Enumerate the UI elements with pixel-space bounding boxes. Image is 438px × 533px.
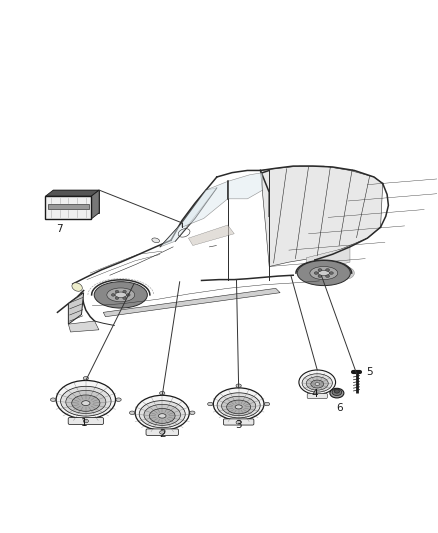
FancyBboxPatch shape <box>53 190 99 213</box>
FancyBboxPatch shape <box>307 393 327 398</box>
Ellipse shape <box>208 402 213 406</box>
Ellipse shape <box>152 238 159 243</box>
Ellipse shape <box>318 269 322 271</box>
Polygon shape <box>306 247 350 273</box>
Ellipse shape <box>236 421 241 424</box>
Ellipse shape <box>56 381 116 419</box>
Ellipse shape <box>265 402 270 406</box>
Ellipse shape <box>116 398 121 401</box>
Ellipse shape <box>130 411 135 415</box>
Text: 7: 7 <box>57 224 63 235</box>
FancyBboxPatch shape <box>146 429 178 435</box>
FancyBboxPatch shape <box>223 419 254 425</box>
Ellipse shape <box>330 389 344 398</box>
Ellipse shape <box>222 396 256 416</box>
Ellipse shape <box>297 261 350 286</box>
Ellipse shape <box>135 395 189 430</box>
Ellipse shape <box>236 384 241 387</box>
Ellipse shape <box>127 294 130 296</box>
Polygon shape <box>46 190 99 196</box>
Ellipse shape <box>318 270 329 276</box>
Ellipse shape <box>139 401 185 427</box>
Polygon shape <box>261 166 383 266</box>
Polygon shape <box>182 181 228 227</box>
Bar <box>48 204 89 209</box>
Ellipse shape <box>72 283 82 291</box>
Ellipse shape <box>144 405 180 425</box>
Polygon shape <box>68 293 84 324</box>
Ellipse shape <box>123 290 126 293</box>
Ellipse shape <box>190 411 195 415</box>
Ellipse shape <box>311 380 324 388</box>
Ellipse shape <box>94 281 147 308</box>
Ellipse shape <box>83 419 88 423</box>
Ellipse shape <box>217 393 260 418</box>
FancyBboxPatch shape <box>68 417 103 424</box>
Ellipse shape <box>329 272 333 274</box>
Ellipse shape <box>83 376 88 380</box>
Ellipse shape <box>235 405 242 409</box>
Ellipse shape <box>107 288 135 302</box>
Polygon shape <box>103 288 280 317</box>
Ellipse shape <box>226 400 251 414</box>
Ellipse shape <box>115 297 119 300</box>
Ellipse shape <box>115 290 119 293</box>
Ellipse shape <box>310 266 338 280</box>
Text: 6: 6 <box>336 403 343 414</box>
Ellipse shape <box>115 292 127 298</box>
Polygon shape <box>68 321 99 332</box>
Ellipse shape <box>299 370 336 394</box>
Ellipse shape <box>149 408 175 423</box>
Text: 1: 1 <box>80 418 87 428</box>
Ellipse shape <box>337 267 354 279</box>
Ellipse shape <box>81 401 90 406</box>
Text: 4: 4 <box>312 389 318 399</box>
Text: 3: 3 <box>235 419 242 430</box>
FancyBboxPatch shape <box>46 196 91 219</box>
Ellipse shape <box>334 390 339 393</box>
Ellipse shape <box>159 431 165 434</box>
Ellipse shape <box>60 386 111 416</box>
Ellipse shape <box>159 391 165 395</box>
Ellipse shape <box>123 297 126 300</box>
Ellipse shape <box>332 389 342 395</box>
Polygon shape <box>160 188 217 247</box>
Ellipse shape <box>302 374 332 392</box>
Ellipse shape <box>72 395 100 411</box>
Ellipse shape <box>318 275 322 278</box>
Ellipse shape <box>306 377 328 390</box>
Ellipse shape <box>66 391 106 414</box>
Text: 2: 2 <box>159 429 166 439</box>
Ellipse shape <box>159 414 166 418</box>
Text: 5: 5 <box>366 367 373 377</box>
Ellipse shape <box>314 272 318 274</box>
Ellipse shape <box>315 383 320 385</box>
Polygon shape <box>91 190 99 219</box>
Ellipse shape <box>111 294 115 296</box>
Polygon shape <box>228 173 263 199</box>
Polygon shape <box>188 225 234 246</box>
Ellipse shape <box>325 269 329 271</box>
Ellipse shape <box>213 388 264 420</box>
Ellipse shape <box>325 275 329 278</box>
Ellipse shape <box>50 398 56 401</box>
